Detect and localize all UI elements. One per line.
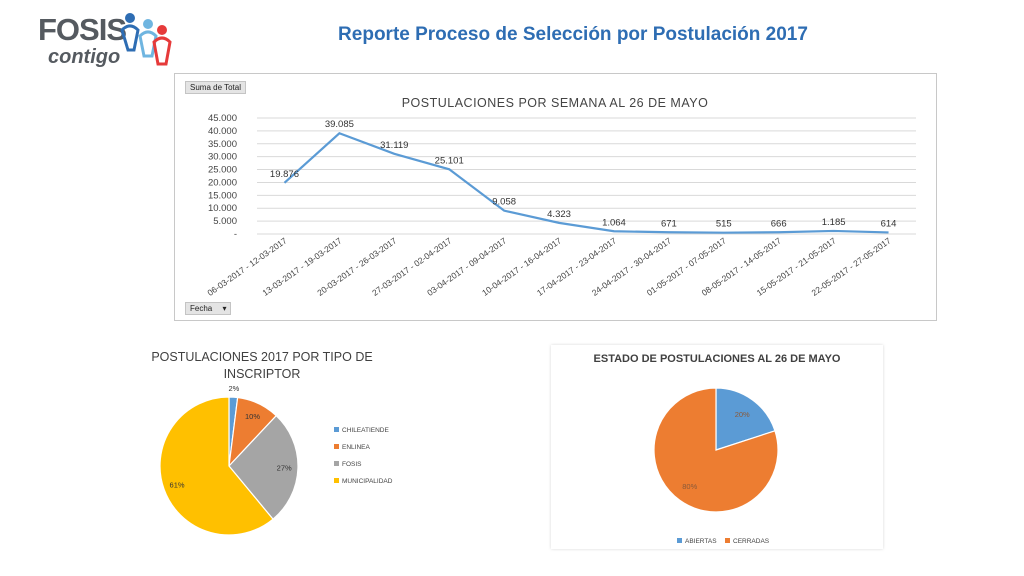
pie-value-label: 10% [245,412,260,421]
pie-value-label: 2% [228,384,239,393]
legend-swatch [334,427,339,432]
line-chart: POSTULACIONES POR SEMANA AL 26 DE MAYO -… [205,96,916,298]
legend-swatch [334,461,339,466]
page-title: Reporte Proceso de Selección por Postula… [338,24,808,45]
dropdown-arrow-icon[interactable]: ▾ [222,304,227,313]
pie-chart-1: POSTULACIONES 2017 POR TIPO DE INSCRIPTO… [151,350,393,536]
pie-slice-municipalidad [159,396,274,536]
legend-label: MUNICIPALIDAD [342,478,393,485]
axis-field-label: Fecha [190,304,213,313]
legend-label: ABIERTAS [685,538,717,545]
data-label: 4.323 [547,209,571,220]
fosis-logo: FOSIS contigo [34,10,174,70]
pie-value-label: 27% [277,464,292,473]
logo-word: FOSIS [38,12,127,47]
y-tick-label: 20.000 [208,177,237,188]
legend-label: CHILEATIENDE [342,427,389,434]
axis-field-tag[interactable]: Fecha ▾ [185,302,232,315]
legend-swatch [677,538,682,543]
pie-value-label: 20% [735,410,750,419]
pie2-title: ESTADO DE POSTULACIONES AL 26 DE MAYO [594,353,841,365]
data-label: 515 [716,219,732,230]
logo-sub: contigo [48,46,121,68]
pie-slice-abiertas [715,387,776,451]
y-tick-label: 10.000 [208,203,237,214]
data-label: 31.119 [380,140,408,151]
y-tick-label: 45.000 [208,113,237,124]
pie-chart-2: ESTADO DE POSTULACIONES AL 26 DE MAYO 20… [594,353,841,545]
pie-value-label: 80% [682,482,697,491]
y-tick-label: 40.000 [208,126,237,137]
data-label: 25.101 [435,155,464,166]
legend-swatch [725,538,730,543]
y-tick-label: 25.000 [208,165,237,176]
legend-label: FOSIS [342,461,362,468]
data-label: 1.185 [822,217,846,228]
y-tick-label: 30.000 [208,152,237,163]
pie-slice-fosis [228,414,299,521]
y-tick-label: 5.000 [213,216,237,227]
data-label: 9.058 [492,197,516,208]
legend-swatch [334,478,339,483]
y-tick-label: 35.000 [208,139,237,150]
data-label: 19.876 [270,169,299,180]
pie1-title-line-2: INSCRIPTOR [224,367,301,381]
data-label: 39.085 [325,119,354,130]
pie1-title-line-1: POSTULACIONES 2017 POR TIPO DE [151,350,372,364]
legend-label: ENLINEA [342,444,370,451]
line-chart-title: POSTULACIONES POR SEMANA AL 26 DE MAYO [402,96,709,110]
pie-value-label: 61% [170,481,185,490]
legend-label: CERRADAS [733,538,770,545]
data-label: 666 [771,218,787,229]
data-label: 1.064 [602,217,626,228]
family-figures-icon [120,13,172,66]
pie-slice-cerradas [653,387,779,513]
series-line [283,131,889,234]
legend-swatch [334,444,339,449]
pie-chart-estado: ESTADO DE POSTULACIONES AL 26 DE MAYO 20… [551,345,883,549]
y-tick-label: - [234,229,237,240]
data-label: 614 [881,218,897,229]
y-tick-label: 15.000 [208,190,237,201]
field-tag[interactable]: Suma de Total [185,81,246,94]
line-chart-panel: Suma de Total POSTULACIONES POR SEMANA A… [174,73,937,321]
pie-chart-tipo-inscriptor: POSTULACIONES 2017 POR TIPO DE INSCRIPTO… [72,343,450,553]
data-label: 671 [661,218,677,229]
